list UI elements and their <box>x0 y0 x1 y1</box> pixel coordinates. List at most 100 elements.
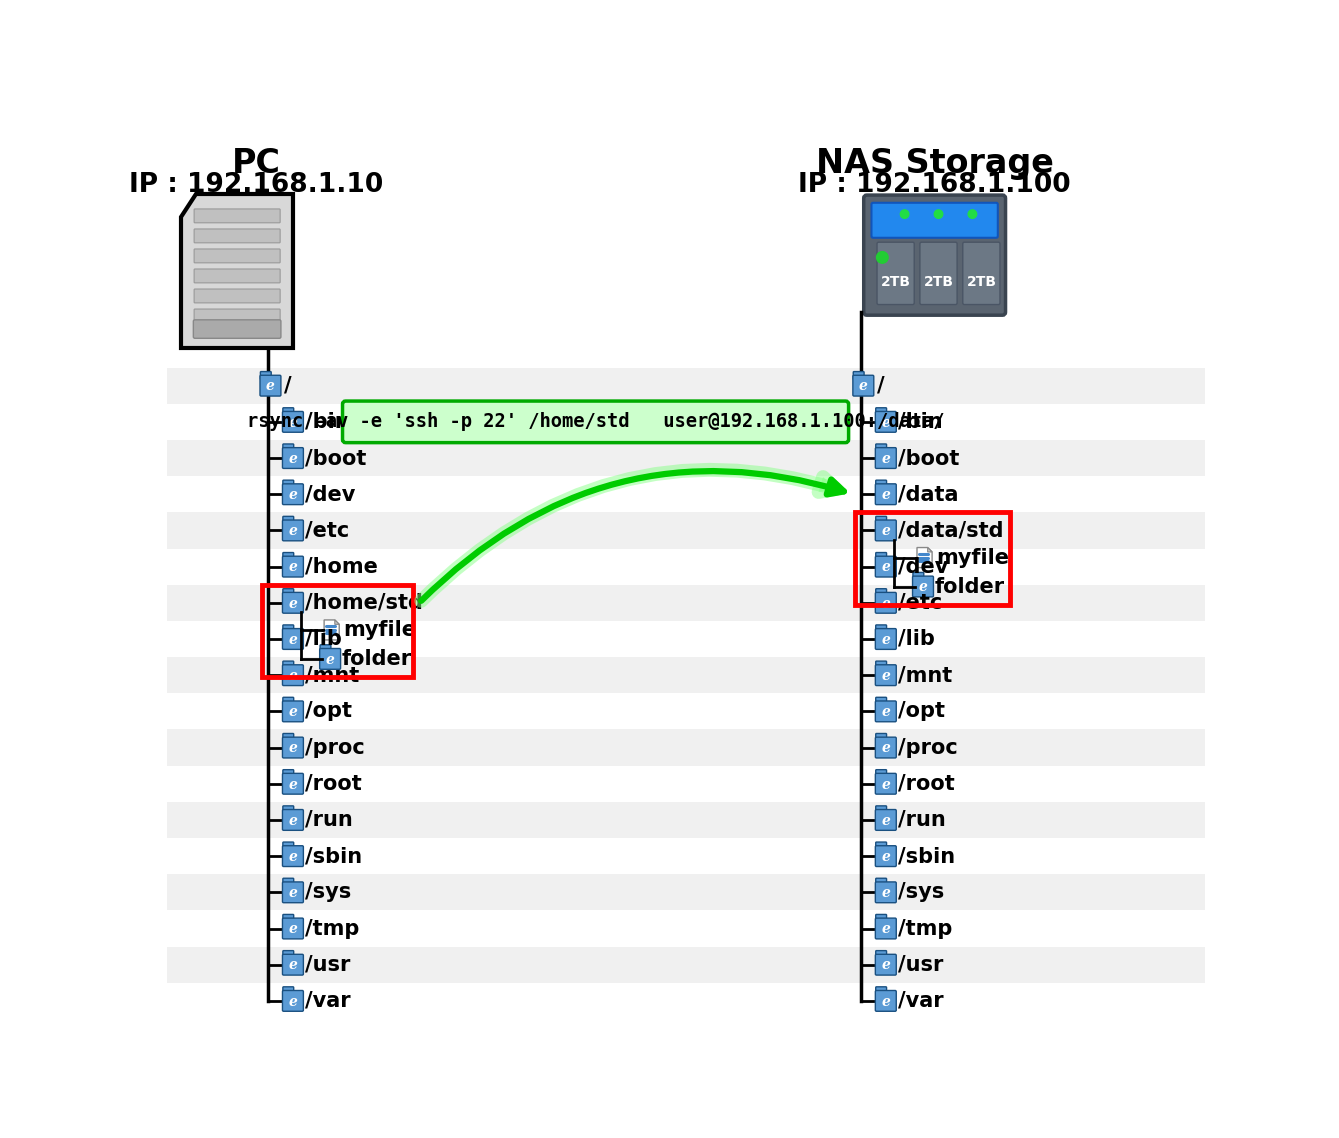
Text: e: e <box>881 669 890 683</box>
Text: /proc: /proc <box>898 737 957 758</box>
Text: e: e <box>881 887 890 900</box>
Text: /sbin: /sbin <box>305 847 363 866</box>
Bar <box>167 1019 1205 1055</box>
Text: PC: PC <box>232 147 281 180</box>
Text: /data/std: /data/std <box>898 520 1004 541</box>
Text: /usr: /usr <box>898 955 944 974</box>
Text: /tmp: /tmp <box>898 918 952 939</box>
Text: /var: /var <box>898 991 944 1011</box>
FancyBboxPatch shape <box>876 665 896 685</box>
FancyBboxPatch shape <box>283 484 304 504</box>
FancyBboxPatch shape <box>283 556 304 577</box>
FancyBboxPatch shape <box>194 249 280 263</box>
FancyBboxPatch shape <box>876 407 886 415</box>
Text: e: e <box>288 488 297 502</box>
Text: e: e <box>881 850 890 864</box>
Text: e: e <box>858 379 868 394</box>
Text: /data: /data <box>898 485 959 504</box>
Text: e: e <box>288 850 297 864</box>
Text: /lib: /lib <box>898 629 935 649</box>
Text: /sys: /sys <box>898 882 944 902</box>
Bar <box>167 657 1205 693</box>
FancyBboxPatch shape <box>876 915 886 922</box>
Text: folder: folder <box>341 649 412 669</box>
Text: e: e <box>881 525 890 538</box>
Text: e: e <box>288 887 297 900</box>
Text: /run: /run <box>898 810 945 830</box>
Text: /sys: /sys <box>305 882 352 902</box>
FancyBboxPatch shape <box>283 447 304 469</box>
FancyBboxPatch shape <box>877 242 915 305</box>
FancyBboxPatch shape <box>283 882 304 902</box>
Text: e: e <box>266 379 274 394</box>
Bar <box>167 368 1205 404</box>
FancyBboxPatch shape <box>876 661 886 669</box>
FancyBboxPatch shape <box>283 846 304 866</box>
FancyBboxPatch shape <box>876 588 886 596</box>
Text: /tmp: /tmp <box>305 918 360 939</box>
FancyBboxPatch shape <box>283 737 304 758</box>
FancyBboxPatch shape <box>283 769 293 777</box>
Text: 2TB: 2TB <box>881 275 911 289</box>
FancyBboxPatch shape <box>283 955 304 975</box>
Text: /mnt: /mnt <box>898 666 952 685</box>
FancyBboxPatch shape <box>913 576 933 597</box>
Text: rsync -av -e 'ssh -p 22' /home/std   user@192.168.1.100:/data/: rsync -av -e 'ssh -p 22' /home/std user@… <box>246 412 944 431</box>
FancyBboxPatch shape <box>876 484 896 504</box>
Polygon shape <box>181 195 293 348</box>
Bar <box>167 1091 1205 1128</box>
Text: /boot: /boot <box>898 448 960 468</box>
FancyBboxPatch shape <box>283 444 293 452</box>
Polygon shape <box>324 620 339 640</box>
Text: e: e <box>288 452 297 465</box>
FancyBboxPatch shape <box>876 842 886 850</box>
FancyBboxPatch shape <box>913 572 924 580</box>
FancyBboxPatch shape <box>876 628 896 650</box>
FancyBboxPatch shape <box>853 372 864 379</box>
FancyBboxPatch shape <box>283 990 304 1012</box>
Text: e: e <box>881 958 890 973</box>
FancyBboxPatch shape <box>876 593 896 613</box>
Text: e: e <box>288 741 297 756</box>
Text: /proc: /proc <box>305 737 366 758</box>
FancyBboxPatch shape <box>876 556 896 577</box>
Text: /root: /root <box>898 774 955 793</box>
FancyBboxPatch shape <box>283 412 304 432</box>
Text: e: e <box>881 814 890 827</box>
Text: folder: folder <box>935 577 1004 596</box>
Text: e: e <box>881 777 890 792</box>
Text: /root: /root <box>305 774 362 793</box>
Bar <box>167 729 1205 766</box>
Text: e: e <box>881 995 890 1008</box>
FancyBboxPatch shape <box>963 242 1000 305</box>
Bar <box>167 802 1205 838</box>
FancyBboxPatch shape <box>876 520 896 541</box>
Text: /home: /home <box>305 556 378 577</box>
FancyBboxPatch shape <box>283 879 293 887</box>
Text: e: e <box>288 958 297 973</box>
Text: IP : 192.168.1.10: IP : 192.168.1.10 <box>130 172 384 198</box>
FancyBboxPatch shape <box>876 447 896 469</box>
Text: e: e <box>288 706 297 719</box>
FancyBboxPatch shape <box>320 649 340 669</box>
Text: /bin: /bin <box>898 412 943 431</box>
Text: /home/std: /home/std <box>305 593 423 612</box>
FancyBboxPatch shape <box>876 809 896 831</box>
Text: e: e <box>288 560 297 575</box>
FancyBboxPatch shape <box>876 412 896 432</box>
Polygon shape <box>335 620 339 625</box>
Text: e: e <box>919 580 928 594</box>
Text: /dev: /dev <box>898 556 948 577</box>
Text: e: e <box>288 525 297 538</box>
FancyBboxPatch shape <box>876 444 886 452</box>
Text: /sbin: /sbin <box>898 847 955 866</box>
Circle shape <box>877 251 888 263</box>
Text: /dev: /dev <box>305 485 356 504</box>
Bar <box>262 585 412 677</box>
FancyBboxPatch shape <box>283 407 293 415</box>
FancyBboxPatch shape <box>260 376 281 396</box>
Bar <box>167 874 1205 910</box>
FancyBboxPatch shape <box>283 553 293 560</box>
Text: /opt: /opt <box>898 701 945 721</box>
Text: 2TB: 2TB <box>924 275 953 289</box>
